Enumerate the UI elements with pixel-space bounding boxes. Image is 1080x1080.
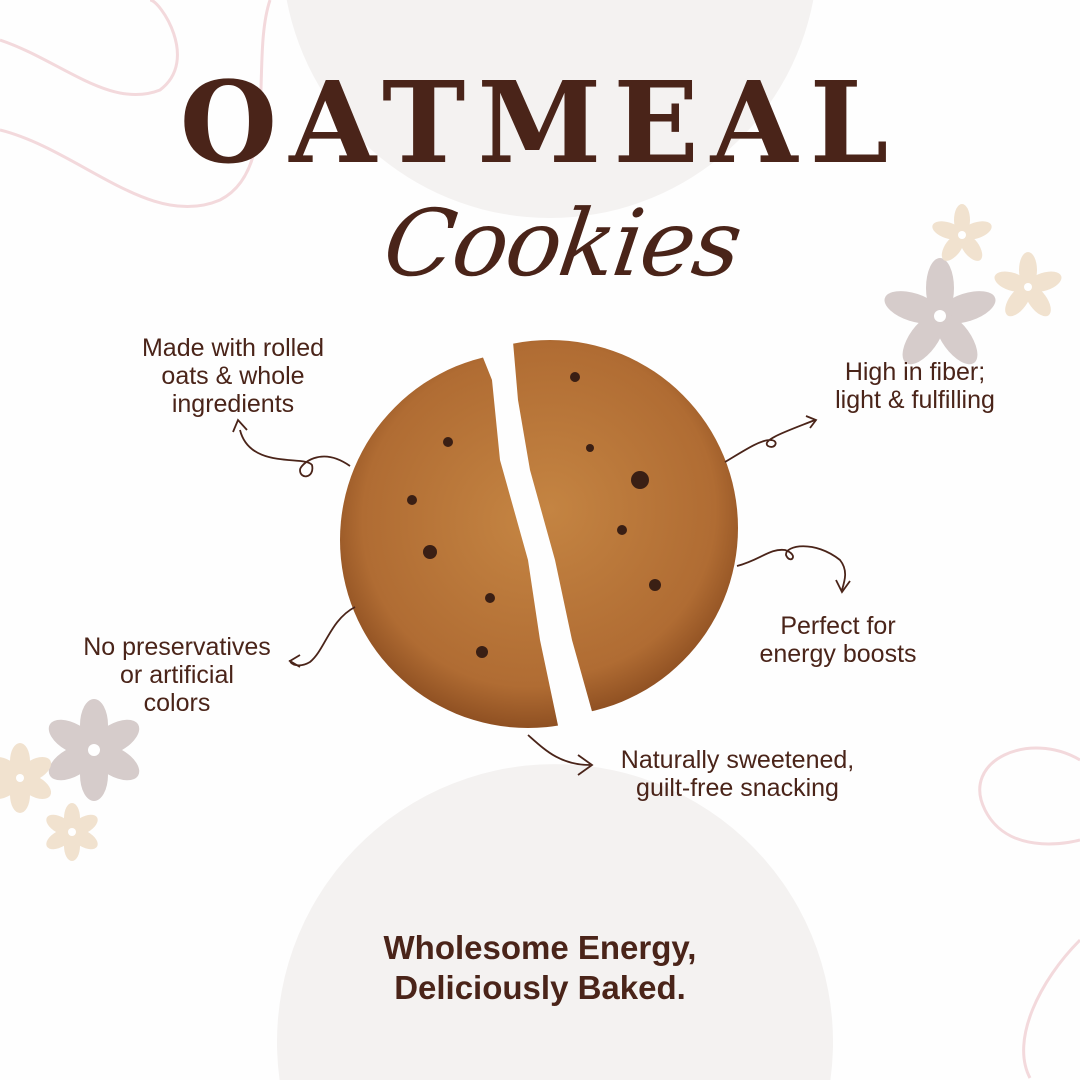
feature-line: Perfect for (780, 612, 896, 640)
feature-line: colors (143, 689, 211, 717)
feature-line: energy boosts (759, 640, 917, 668)
bottom-circle (277, 764, 834, 1080)
feature-line: oats & whole (161, 362, 305, 390)
page-title: OATMEAL (179, 58, 901, 189)
feature-line: guilt-free snacking (636, 774, 839, 802)
cookie-right-half (512, 340, 738, 716)
annotation-arrows (232, 415, 851, 776)
cookie-image (340, 340, 738, 728)
tagline-line: Wholesome Energy, (383, 929, 697, 966)
flower-icon (884, 258, 996, 365)
flower-icon (46, 803, 98, 861)
subtitle-script: Cookies (377, 190, 747, 297)
flower-icon (48, 699, 140, 801)
top-circle (286, 0, 814, 219)
feature-preservatives: No preservatives or artificial colors (57, 633, 297, 717)
feature-line: No preservatives (83, 633, 271, 661)
feature-line: or artificial (120, 661, 234, 689)
feature-line: High in fiber; (844, 358, 986, 386)
feature-sweetened: Naturally sweetened, guilt-free snacking (595, 746, 880, 802)
flower-icon (0, 743, 52, 813)
feature-fiber: High in fiber; light & fulfilling (795, 358, 1035, 414)
flower-icon (932, 204, 992, 261)
feature-line: light & fulfilling (835, 386, 995, 414)
feature-rolled-oats: Made with rolled oats & whole ingredient… (113, 334, 353, 418)
tagline-line: Deliciously Baked. (394, 969, 686, 1006)
feature-line: Made with rolled (141, 334, 325, 362)
feature-line: Naturally sweetened, (620, 746, 855, 774)
flower-icon (994, 252, 1062, 317)
tagline: Wholesome Energy, Deliciously Baked. (0, 928, 1080, 1008)
feature-line: ingredients (171, 390, 295, 418)
feature-energy: Perfect for energy boosts (718, 612, 958, 668)
